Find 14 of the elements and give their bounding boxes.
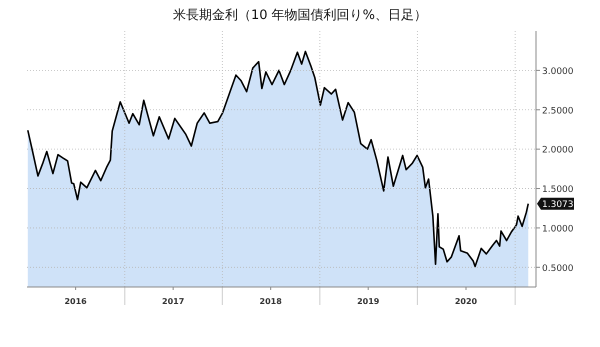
y-tick-label: 3.0000	[542, 66, 574, 77]
x-tick-label: 2017	[162, 297, 184, 306]
annotation: 1.3073	[542, 200, 574, 210]
last-value-label: 1.3073	[537, 198, 574, 210]
y-tick-label: 1.5000	[542, 185, 574, 196]
chart-title: 米長期金利（10 年物国債利回り%、日足）	[172, 8, 428, 23]
x-tick-label: 2018	[260, 297, 282, 306]
y-tick-label: 2.0000	[542, 146, 574, 156]
y-tick-label: 2.5000	[542, 106, 574, 116]
x-tick-label: 2019	[357, 297, 380, 306]
y-tick-label: 0.5000	[542, 264, 574, 274]
x-tick-label: 2016	[64, 297, 88, 306]
x-tick-label: 2020	[454, 297, 478, 306]
y-tick-label: 1.0000	[542, 224, 574, 234]
